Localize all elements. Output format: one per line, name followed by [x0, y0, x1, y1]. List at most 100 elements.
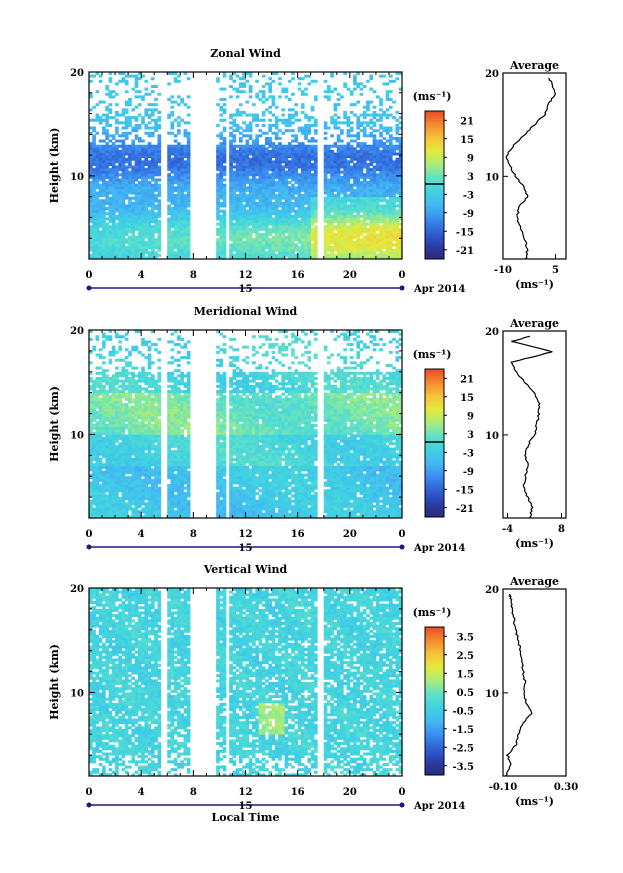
heatmap-cell	[265, 160, 269, 164]
heatmap-cell	[111, 434, 116, 438]
heatmap-cell	[137, 199, 142, 203]
heatmap-cell	[105, 251, 109, 255]
heatmap-cell	[268, 105, 272, 109]
heatmap-cell	[92, 253, 96, 257]
heatmap-cell	[229, 168, 233, 172]
heatmap-cell	[242, 248, 246, 252]
heatmap-cell	[141, 183, 145, 187]
heatmap-cell	[98, 437, 103, 441]
heatmap-cell	[89, 465, 93, 469]
heatmap-cell	[271, 160, 276, 164]
heatmap-cell	[395, 246, 400, 250]
heatmap-cell	[121, 225, 126, 229]
heatmap-cell	[222, 209, 227, 213]
heatmap-cell	[291, 186, 295, 190]
heatmap-cell	[313, 217, 318, 221]
heatmap-cell	[118, 227, 122, 231]
heatmap-cell	[170, 230, 175, 234]
heatmap-cell	[216, 77, 220, 81]
heatmap-cell	[232, 222, 237, 226]
heatmap-cell	[356, 235, 361, 239]
heatmap-cell	[313, 160, 318, 164]
heatmap-cell	[144, 191, 149, 195]
heatmap-cell	[105, 392, 109, 396]
heatmap-cell	[92, 188, 96, 192]
heatmap-cell	[284, 217, 289, 221]
heatmap-cell	[108, 457, 113, 461]
heatmap-cell	[115, 507, 119, 511]
heatmap-cell	[95, 450, 100, 454]
heatmap-cell	[349, 147, 354, 151]
heatmap-cell	[372, 152, 377, 156]
heatmap-cell	[121, 463, 126, 467]
heatmap-cell	[115, 183, 119, 187]
heatmap-cell	[379, 248, 383, 252]
heatmap-cell	[157, 246, 162, 250]
heatmap-cell	[124, 212, 129, 216]
heatmap-cell	[313, 238, 318, 242]
heatmap-cell	[186, 230, 191, 234]
heatmap-cell	[379, 233, 383, 237]
heatmap-cell	[349, 160, 354, 164]
heatmap-cell	[121, 191, 126, 195]
heatmap-cell	[121, 160, 126, 164]
heatmap-cell	[245, 196, 250, 200]
heatmap-cell	[369, 168, 374, 172]
heatmap-cell	[128, 253, 132, 257]
heatmap-cell	[102, 113, 106, 117]
heatmap-cell	[238, 178, 243, 182]
heatmap-cell	[327, 217, 331, 221]
heatmap-cell	[294, 238, 299, 242]
heatmap-cell	[385, 230, 390, 234]
heatmap-cell	[297, 194, 302, 198]
heatmap-cell	[118, 162, 122, 166]
heatmap-cell	[362, 225, 367, 229]
heatmap-cell	[170, 186, 175, 190]
heatmap-cell	[340, 170, 344, 174]
heatmap-cell	[173, 186, 178, 190]
heatmap-cell	[131, 248, 136, 252]
heatmap-cell	[369, 233, 374, 237]
heatmap-cell	[242, 178, 246, 182]
heatmap-cell	[372, 123, 377, 127]
heatmap-cell	[154, 157, 158, 161]
heatmap-cell	[144, 183, 149, 187]
heatmap-cell	[102, 186, 106, 190]
heatmap-cell	[291, 240, 295, 244]
heatmap-cell	[327, 204, 331, 208]
heatmap-cell	[255, 240, 259, 244]
heatmap-cell	[382, 191, 387, 195]
heatmap-cell	[268, 144, 272, 148]
heatmap-cell	[183, 162, 188, 166]
heatmap-cell	[238, 103, 243, 107]
heatmap-cell	[150, 90, 155, 94]
heatmap-cell	[186, 235, 191, 239]
heatmap-cell	[121, 77, 126, 81]
heatmap-cell	[89, 476, 93, 480]
heatmap-cell	[108, 209, 113, 213]
heatmap-cell	[102, 332, 106, 336]
heatmap-cell	[137, 204, 142, 208]
heatmap-cell	[173, 225, 178, 229]
heatmap-cell	[327, 238, 331, 242]
heatmap-cell	[115, 201, 119, 205]
heatmap-cell	[388, 105, 393, 109]
heatmap-cell	[300, 168, 305, 172]
heatmap-cell	[372, 222, 377, 226]
heatmap-cell	[124, 74, 129, 78]
heatmap-cell	[336, 225, 341, 229]
heatmap-cell	[255, 178, 259, 182]
heatmap-cell	[89, 74, 93, 78]
heatmap-cell	[304, 227, 308, 231]
heatmap-cell	[118, 400, 122, 404]
heatmap-cell	[98, 217, 103, 221]
heatmap-cell	[349, 126, 354, 130]
heatmap-cell	[356, 188, 361, 192]
heatmap-cell	[89, 410, 93, 414]
heatmap-cell	[359, 194, 364, 198]
heatmap-cell	[382, 240, 387, 244]
heatmap-cell	[222, 152, 227, 156]
heatmap-cell	[95, 384, 100, 388]
heatmap-cell	[92, 175, 96, 179]
heatmap-cell	[144, 220, 149, 224]
